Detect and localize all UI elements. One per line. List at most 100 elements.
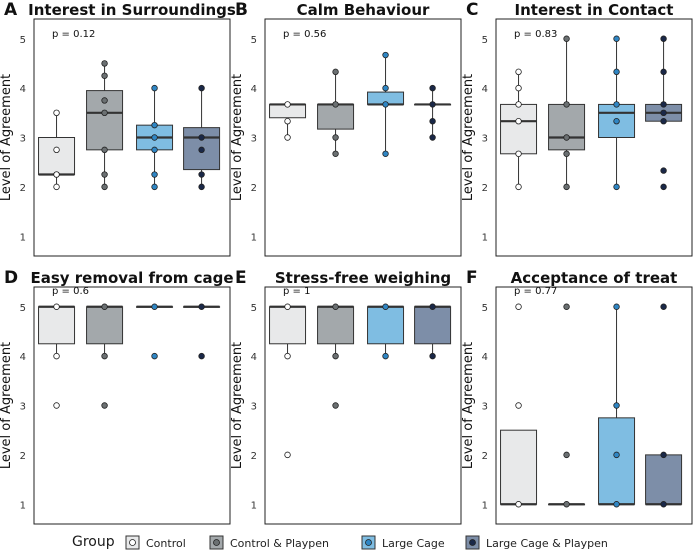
- data-point: [613, 501, 620, 508]
- data-point: [563, 134, 570, 141]
- data-point: [284, 101, 291, 108]
- panel-d: D Easy removal from cage 1 2 3 4 5 Level of Agr…: [0, 268, 234, 525]
- y-tick-label: 1: [20, 232, 26, 243]
- data-point: [198, 84, 205, 92]
- data-point: [613, 68, 620, 76]
- box-3: [367, 51, 405, 157]
- data-point: [101, 60, 108, 67]
- y-tick-label: 2: [251, 451, 257, 462]
- panel-letter: E: [235, 268, 247, 288]
- data-point: [53, 303, 60, 310]
- data-point: [198, 171, 205, 178]
- data-point: [198, 183, 205, 191]
- box-1: [38, 109, 76, 191]
- panel-a: A Interest in Surroundings 1 2 3 4 5 Level of A…: [0, 0, 236, 257]
- data-point: [198, 303, 205, 310]
- data-point: [101, 402, 108, 409]
- box-1: [38, 303, 76, 409]
- data-point: [53, 109, 60, 117]
- y-tick-label: 2: [482, 451, 488, 462]
- box-4: [414, 303, 452, 360]
- panel-c: C Interest in Contact 1 2 3 4 5 Level of Agreem…: [461, 0, 693, 257]
- data-point: [660, 183, 667, 191]
- legend-label: Large Cage: [382, 537, 445, 550]
- data-point: [613, 402, 620, 409]
- data-point: [613, 101, 620, 108]
- panel-frame: [495, 286, 693, 525]
- y-tick-label: 1: [251, 500, 257, 511]
- box: [367, 306, 405, 345]
- box: [548, 103, 586, 151]
- y-tick-label: 1: [482, 232, 488, 243]
- legend-marker: [469, 539, 476, 546]
- data-point: [429, 101, 436, 108]
- box: [645, 454, 683, 505]
- data-point: [660, 118, 667, 125]
- panel-letter: A: [4, 0, 18, 20]
- box: [598, 417, 636, 505]
- data-point: [198, 134, 205, 141]
- panel-title: Easy removal from cage: [30, 269, 233, 287]
- y-tick-label: 2: [20, 451, 26, 462]
- panel-letter: F: [466, 268, 478, 288]
- y-tick-label: 4: [251, 352, 257, 363]
- data-point: [151, 146, 158, 154]
- panel-frame: [33, 286, 231, 525]
- data-point: [53, 183, 60, 191]
- legend-item: Large Cage: [361, 535, 445, 550]
- legend-label: Large Cage & Playpen: [486, 537, 608, 550]
- data-point: [198, 146, 205, 154]
- box-3: [136, 84, 174, 191]
- box-4: [645, 303, 683, 508]
- panel-letter: C: [466, 0, 478, 20]
- data-point: [563, 35, 570, 42]
- panel-frame: [264, 18, 462, 257]
- box-2: [317, 68, 355, 157]
- y-axis-label: Level of Agreement: [0, 74, 14, 201]
- box-4: [183, 84, 221, 191]
- box-3: [136, 303, 174, 360]
- panel-f: F Acceptance of treat 1 2 3 4 5 Level of Agreem…: [461, 268, 693, 525]
- data-point: [613, 118, 620, 125]
- data-point: [563, 101, 570, 108]
- y-tick-label: 2: [20, 183, 26, 194]
- data-point: [101, 146, 108, 154]
- y-tick-label: 3: [251, 134, 257, 145]
- box: [86, 306, 124, 345]
- legend-marker: [213, 539, 220, 546]
- data-point: [429, 84, 436, 92]
- data-point: [53, 352, 60, 360]
- panel-title: Calm Behaviour: [297, 1, 430, 19]
- legend-marker: [365, 539, 372, 546]
- box-3: [598, 303, 636, 508]
- box: [500, 429, 538, 505]
- p-value: p = 1: [283, 286, 310, 297]
- y-tick-label: 1: [482, 500, 488, 511]
- data-point: [284, 352, 291, 360]
- box: [500, 103, 538, 155]
- box-2: [548, 303, 586, 508]
- panel-frame: [264, 286, 462, 525]
- data-point: [563, 150, 570, 157]
- y-tick-label: 3: [482, 134, 488, 145]
- legend: Group Control Control & Playpen Large Cage…: [72, 534, 608, 550]
- box: [317, 103, 355, 130]
- y-tick-label: 3: [20, 402, 26, 413]
- data-point: [382, 303, 389, 310]
- box-1: [269, 303, 307, 459]
- panel-frame: [495, 18, 693, 257]
- data-point: [660, 109, 667, 117]
- data-point: [284, 451, 291, 459]
- data-point: [101, 352, 108, 360]
- y-tick-label: 4: [251, 84, 257, 95]
- p-value: p = 0.83: [514, 29, 557, 40]
- box-3: [598, 35, 636, 191]
- data-point: [382, 101, 389, 108]
- panel-title: Acceptance of treat: [511, 269, 678, 287]
- legend-label: Control & Playpen: [230, 537, 329, 550]
- box-2: [548, 35, 586, 191]
- data-point: [101, 109, 108, 117]
- data-point: [515, 402, 522, 409]
- data-point: [284, 303, 291, 310]
- data-point: [382, 51, 389, 59]
